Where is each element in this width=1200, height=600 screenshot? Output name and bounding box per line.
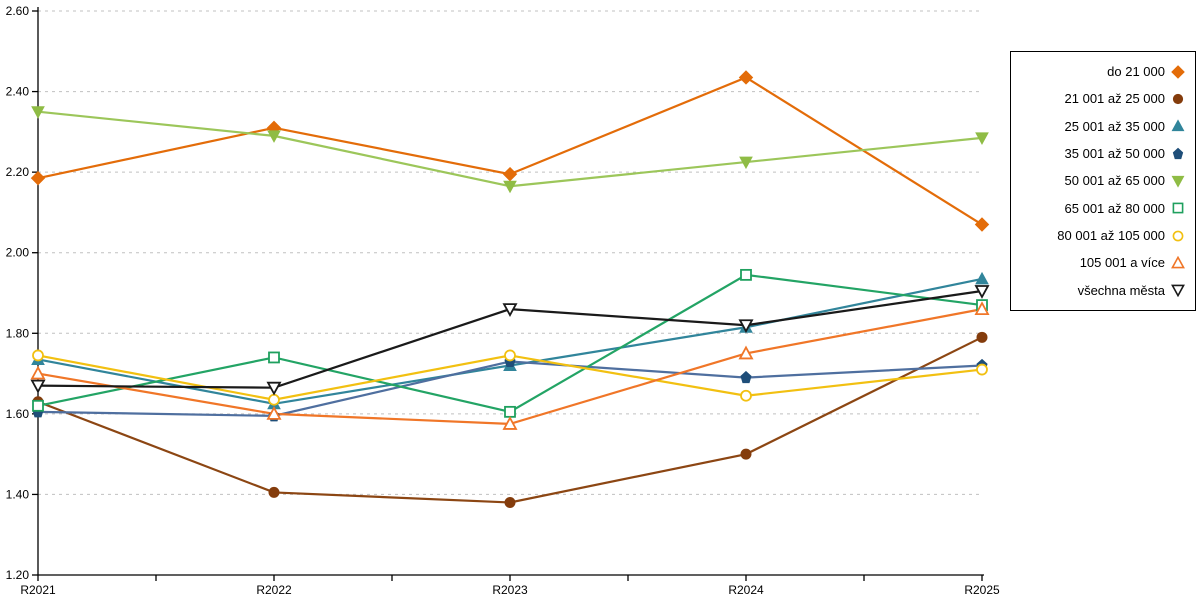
y-tick-label: 2.20 [6,165,30,179]
legend-item: 50 001 až 65 000 [1017,168,1185,194]
x-tick-label: R2024 [728,583,764,597]
y-tick-label: 2.40 [6,85,30,99]
legend-marker-icon [1171,201,1185,215]
chart-legend: do 21 000 21 001 až 25 000 25 001 až 35 00… [1010,51,1196,311]
x-tick-label: R2025 [964,583,1000,597]
legend-marker-icon [1171,255,1185,270]
legend-item-label: všechna města [1077,282,1165,298]
x-tick-label: R2021 [20,583,56,597]
legend-marker-icon [1171,174,1185,188]
y-tick-label: 2.60 [6,4,30,18]
legend-item-label: 65 001 až 80 000 [1064,200,1165,216]
y-tick-label: 1.60 [6,407,30,421]
legend-item-label: 35 001 až 50 000 [1064,146,1165,162]
legend-item-label: 21 001 až 25 000 [1064,91,1165,107]
y-tick-label: 1.20 [6,568,30,582]
y-tick-label: 1.80 [6,326,30,340]
legend-item: 35 001 až 50 000 [1017,141,1185,167]
legend-item-label: 105 001 a více [1079,255,1165,271]
legend-item: 65 001 až 80 000 [1017,195,1185,221]
legend-item: do 21 000 [1017,59,1185,85]
legend-item-label: 25 001 až 35 000 [1064,118,1165,134]
series-line [37,273,983,414]
legend-item-label: 80 001 až 105 000 [1057,228,1165,244]
legend-item-label: do 21 000 [1107,64,1165,80]
legend-item: 21 001 až 25 000 [1017,86,1185,112]
legend-item: 25 001 až 35 000 [1017,113,1185,139]
legend-item: 80 001 až 105 000 [1017,223,1185,249]
y-tick-label: 2.00 [6,246,30,260]
legend-item: všechna města [1017,277,1185,303]
legend-marker-icon [1171,64,1185,79]
x-tick-label: R2022 [256,583,292,597]
legend-marker-icon [1171,119,1185,133]
legend-marker-icon [1171,283,1185,298]
legend-marker-icon [1171,147,1185,161]
legend-item: 105 001 a více [1017,250,1185,276]
legend-item-label: 50 001 až 65 000 [1064,173,1165,189]
legend-marker-icon [1171,229,1185,243]
series-line [37,76,983,226]
legend-marker-icon [1171,92,1185,106]
y-tick-label: 1.40 [6,487,30,501]
x-tick-label: R2023 [492,583,528,597]
